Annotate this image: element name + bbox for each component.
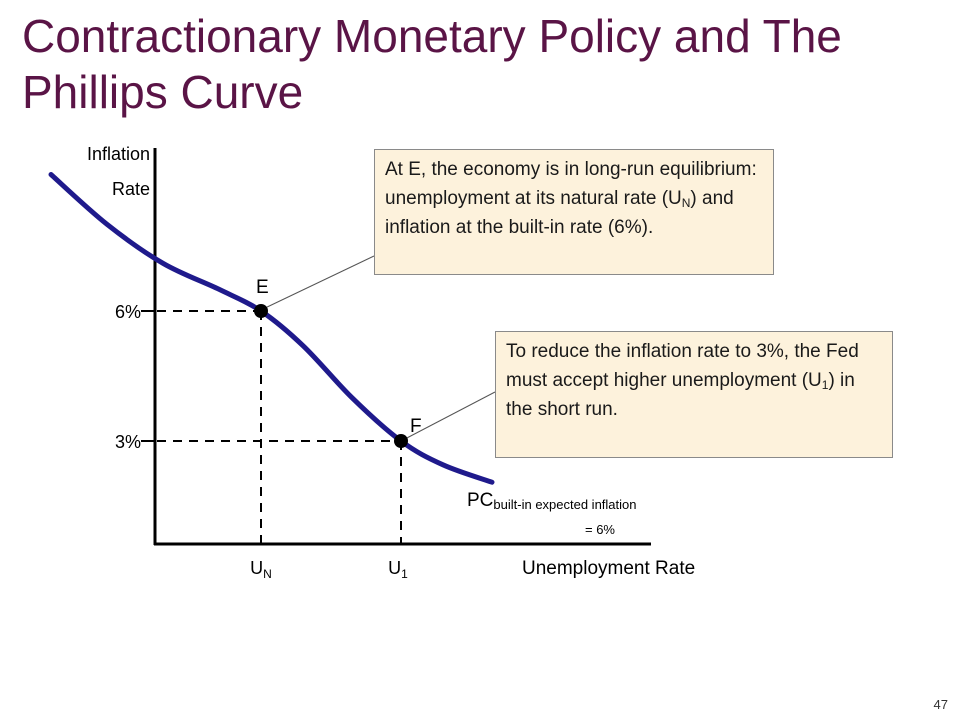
callout-e-text-b: ) and inflation at the built-in rate (6%…	[385, 188, 734, 238]
y-axis-label-line-2: Rate	[112, 179, 150, 199]
curve-label-sub: built-in expected inflation	[493, 497, 636, 512]
x-tick-label-un-main: U	[250, 558, 263, 578]
point-f-label: F	[410, 416, 422, 437]
callout-f-text-b: ) in the short run.	[506, 370, 855, 420]
y-tick-label-6: 6%	[115, 302, 141, 322]
x-tick-label-un-sub: N	[263, 567, 272, 581]
x-axis-label: Unemployment Rate	[522, 558, 695, 579]
point-f	[394, 434, 408, 448]
x-tick-label-u1-main: U	[388, 558, 401, 578]
curve-label-main: PC	[467, 490, 493, 511]
callout-f-text-sub: 1	[821, 378, 829, 392]
slide-title: Contractionary Monetary Policy and The P…	[22, 8, 922, 120]
x-tick-label-un: UN	[250, 558, 272, 581]
y-tick-label-3: 3%	[115, 432, 141, 452]
callout-f-connector	[402, 391, 496, 441]
title-line-2: Phillips Curve	[22, 66, 304, 118]
x-tick-label-u1-sub: 1	[401, 567, 408, 581]
curve-label-sub-line-2: = 6%	[585, 522, 615, 537]
callout-e-connector	[262, 255, 375, 310]
phillips-curve-line	[48, 172, 495, 485]
title-line-1: Contractionary Monetary Policy and The	[22, 10, 842, 62]
y-axis-label-line-1: Inflation	[87, 144, 150, 164]
callout-contraction: To reduce the inflation rate to 3%, the …	[495, 331, 893, 458]
x-tick-label-u1: U1	[388, 558, 408, 581]
page-number: 47	[933, 697, 948, 712]
point-e	[254, 304, 268, 318]
callout-equilibrium: At E, the economy is in long-run equilib…	[374, 149, 774, 275]
callout-e-text-a: At E, the economy is in long-run equilib…	[385, 159, 757, 209]
curve-label: PCbuilt-in expected inflation	[467, 490, 637, 512]
callout-e-text-sub: N	[681, 196, 691, 210]
callout-f-text-a: To reduce the inflation rate to 3%, the …	[506, 341, 859, 391]
point-e-label: E	[256, 277, 269, 298]
